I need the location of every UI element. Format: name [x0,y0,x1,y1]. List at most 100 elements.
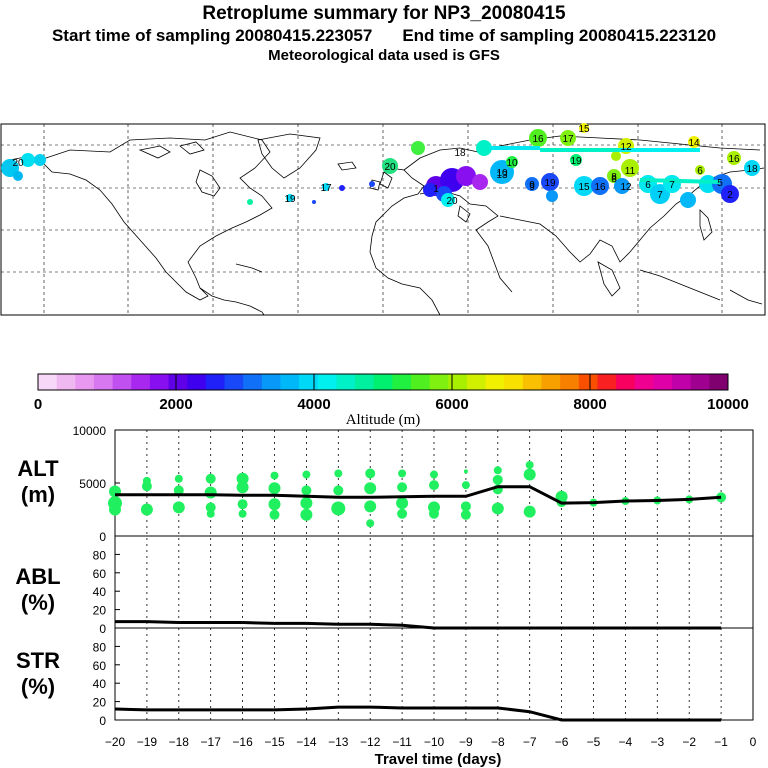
colorbar-swatch [541,374,561,390]
alt-point [364,482,377,495]
colorbar-swatch [392,374,412,390]
colorbar-tick-label: 4000 [297,396,330,413]
plume-marker [695,165,705,175]
alt-point [236,472,249,485]
plume-label: 17 [562,134,574,145]
str-line [114,705,722,722]
x-tick-label: −20 [105,735,126,749]
sampling-times: Start time of sampling 20080415.223057 En… [0,26,768,46]
plume-label: 18 [746,164,758,175]
plume-marker [21,153,35,167]
alt-point [236,481,249,494]
plume-marker [411,141,425,155]
plume-label: 12 [620,182,632,193]
alt-label-line2: (m) [20,482,56,507]
plume-marker [529,129,547,147]
str-ytick-label: 80 [93,640,107,654]
x-tick-label: −10 [424,735,445,749]
colorbar-tick-label: 10000 [707,396,749,413]
colorbar-swatch [616,374,636,390]
colorbar-swatch [336,374,356,390]
str-ytick-label: 60 [93,659,107,673]
colorbar-swatch [709,374,729,390]
abl-ytick-label: 0 [99,622,106,636]
abl-ytick-label: 60 [93,567,107,581]
plume-label: 20 [12,158,24,169]
plume-label: 14 [688,138,700,149]
colorbar-swatch [205,374,225,390]
plume-marker [312,200,316,204]
abl-ytick-label: 40 [93,585,107,599]
alt-point [460,509,471,520]
colorbar-swatch [38,374,58,390]
x-tick-label: −8 [491,735,505,749]
abl-line [115,620,722,630]
colorbar-swatch [131,374,151,390]
abl-label-line2: (%) [20,590,56,615]
plume-label: 2 [727,190,733,201]
colorbar-swatch [56,374,76,390]
colorbar-swatch [522,374,543,390]
plume-label: 9 [529,180,535,191]
alt-point [172,501,185,514]
plume-marker [744,160,760,176]
alt-point [300,497,313,510]
x-tick-label: −14 [296,735,317,749]
colorbar-title: Altitude (m) [346,412,421,428]
alt-ytick-label: 0 [99,530,106,544]
alt-point [205,473,216,484]
plume-marker [472,174,488,190]
str-ytick-label: 20 [93,696,107,710]
alt-ytick-label: 10000 [73,424,107,438]
alt-ytick-label: 5000 [79,477,106,491]
alt-point [300,508,313,521]
str-panel-label: STR (%) [0,648,76,700]
alt-point [523,468,536,481]
alt-scatter-points [108,460,727,528]
plume-marker [570,154,582,166]
x-tick-label: −16 [232,735,253,749]
colorbar-swatch [690,374,710,390]
alt-point [204,486,217,499]
plume-label: 19 [544,178,556,189]
alt-point [463,469,468,474]
alt-point [523,505,536,518]
alt-point [461,481,470,490]
colorbar-swatch [243,374,263,390]
alt-point [397,508,408,519]
colorbar-swatch [149,374,170,390]
abl-ytick-label: 80 [93,548,107,562]
abl-ytick-label: 20 [93,604,107,618]
alt-point [141,481,152,492]
plume-marker [423,183,437,197]
alt-label-line1: ALT [17,456,59,481]
plume-marker [614,178,630,194]
alt-point [269,509,280,520]
alt-point [238,509,247,518]
x-tick-label: 0 [750,735,757,749]
plume-label: 7 [669,180,675,191]
met-data-label: Meteorological data used is GFS [268,47,500,64]
abl-label-line1: ABL [15,564,61,589]
plume-marker [560,130,576,146]
plume-label: 7 [657,190,663,201]
plume-label: 6 [645,180,651,191]
plume-marker [286,194,294,202]
alt-point [333,485,344,496]
alt-point [493,466,502,475]
alt-line [115,485,722,505]
plume-marker [369,181,375,187]
colorbar-swatch [75,374,95,390]
colorbar-swatch [410,374,431,390]
colorbar-swatch [93,374,114,390]
colorbar-swatch [504,374,524,390]
plume-marker [574,176,594,196]
plume-label: 18 [454,148,466,159]
x-tick-label: −1 [714,735,728,749]
plume-marker [456,166,476,186]
plume-label: 8 [611,172,617,183]
alt-point [270,471,279,480]
